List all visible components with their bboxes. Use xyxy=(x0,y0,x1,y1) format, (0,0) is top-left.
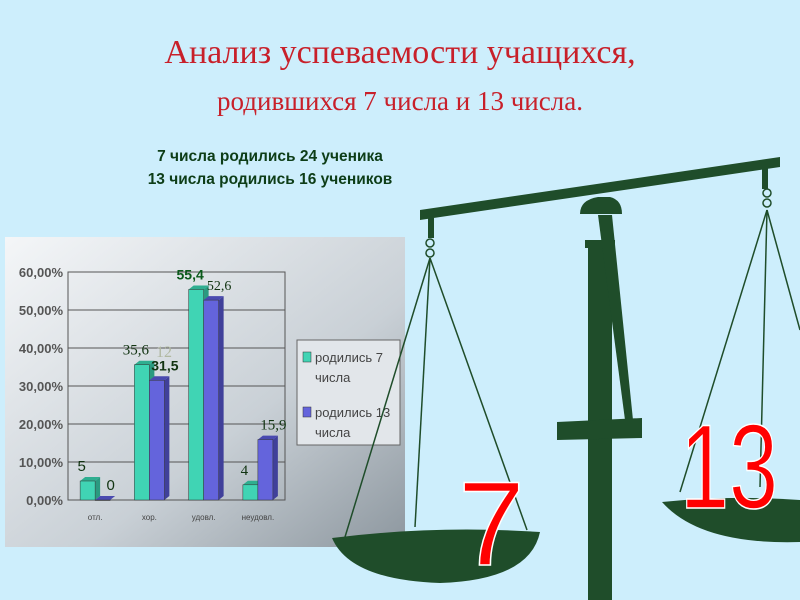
bar-13 xyxy=(149,380,165,501)
scale-crossbar xyxy=(557,418,642,440)
y-tick-label: 50,00% xyxy=(19,303,64,318)
stray-label: 12 xyxy=(156,344,172,361)
bar-side xyxy=(272,435,278,500)
bar-top xyxy=(257,435,278,440)
x-tick-label: неудовл. xyxy=(242,513,275,522)
legend xyxy=(296,339,401,446)
data-label: 55,4 xyxy=(177,266,204,282)
left-pan-number: 7 xyxy=(458,457,525,591)
bar-13 xyxy=(203,299,219,501)
slide-subtitle: родившихся 7 числа и 13 числа. xyxy=(217,86,583,116)
left-pan xyxy=(332,529,540,583)
bar-7 xyxy=(134,364,150,501)
bar-top xyxy=(149,376,170,381)
x-tick-label: хор. xyxy=(142,513,157,522)
bar-7 xyxy=(242,484,259,501)
bar-7 xyxy=(79,480,96,501)
data-label: 15,9 xyxy=(260,418,286,434)
bar-chart: 0,00% 10,00% 20,00% 30,00% 40,00% 50,00% 60,00… xyxy=(19,265,401,522)
data-label: 0 xyxy=(106,477,114,494)
right-pan-number: 13 xyxy=(680,400,778,534)
right-pan xyxy=(662,497,800,543)
bar-top xyxy=(134,360,155,365)
legend-swatch xyxy=(302,351,312,363)
legend-label: родились 7 числа xyxy=(315,350,383,385)
x-tick-label: отл. xyxy=(88,513,103,522)
info-line-13: 13 числа родились 16 учеников xyxy=(147,171,393,188)
bar-side xyxy=(95,477,101,500)
y-tick-label: 0,00% xyxy=(26,493,63,508)
bar-top xyxy=(80,477,101,481)
bar-side xyxy=(218,296,224,500)
y-tick-label: 60,00% xyxy=(19,265,64,280)
data-label: 5 xyxy=(77,458,85,475)
scale-beam xyxy=(420,157,780,220)
bar-13 xyxy=(94,499,111,501)
slide-title: Анализ успеваемости учащихся, xyxy=(164,34,636,71)
bar-top xyxy=(188,285,209,290)
y-tick-label: 10,00% xyxy=(19,455,64,470)
y-tick-label: 40,00% xyxy=(19,341,64,356)
y-tick-label: 20,00% xyxy=(19,417,64,432)
bar-top xyxy=(95,496,116,500)
bar-top xyxy=(203,296,224,301)
bar-13 xyxy=(257,439,274,501)
info-line-7: 7 числа родились 24 ученика xyxy=(157,148,383,165)
x-tick-label: удовл. xyxy=(192,513,216,522)
data-label: 4 xyxy=(241,463,249,479)
bar-side xyxy=(164,376,170,500)
legend-label: родились 13 числа xyxy=(315,405,390,440)
bar-7 xyxy=(188,289,204,501)
y-tick-label: 30,00% xyxy=(19,379,64,394)
scales xyxy=(332,157,800,600)
data-label: 35,6 xyxy=(123,343,150,359)
scale-strings xyxy=(344,188,800,538)
scale-needle xyxy=(598,215,633,420)
data-label: 31,5 xyxy=(151,357,178,373)
data-label: 52,6 xyxy=(207,279,232,294)
legend-swatch xyxy=(302,406,312,418)
scale-cap xyxy=(580,197,622,214)
